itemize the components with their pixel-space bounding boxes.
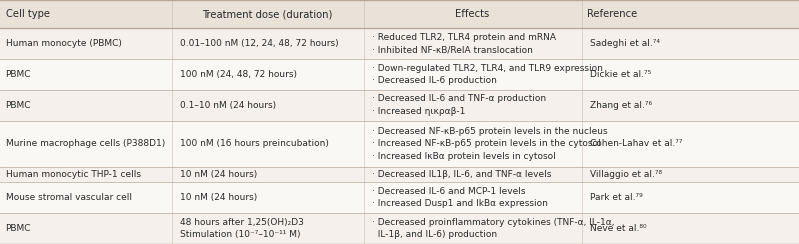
Text: Treatment dose (duration): Treatment dose (duration) [202,9,333,19]
Text: Neve et al.⁸⁰: Neve et al.⁸⁰ [590,224,646,233]
Bar [0,182,799,213]
Bar [0,59,799,90]
Text: · Down-regulated TLR2, TLR4, and TLR9 expression
· Decreased IL-6 production: · Down-regulated TLR2, TLR4, and TLR9 ex… [372,64,602,85]
Text: Reference: Reference [587,9,638,19]
Text: 48 hours after 1,25(OH)₂D3
Stimulation (10⁻⁷–10⁻¹¹ M): 48 hours after 1,25(OH)₂D3 Stimulation (… [180,218,304,239]
Bar [0,28,799,59]
Text: Park et al.⁷⁹: Park et al.⁷⁹ [590,193,642,202]
Text: Dickie et al.⁷⁵: Dickie et al.⁷⁵ [590,70,651,79]
Text: 0.1–10 nM (24 hours): 0.1–10 nM (24 hours) [180,101,276,110]
Bar [0,0,799,28]
Bar [0,213,799,244]
Text: Murine macrophage cells (P388D1): Murine macrophage cells (P388D1) [6,139,165,148]
Text: · Decreased IL-6 and MCP-1 levels
· Increased Dusp1 and IkBα expression: · Decreased IL-6 and MCP-1 levels · Incr… [372,187,547,208]
Text: 100 nM (16 hours preincubation): 100 nM (16 hours preincubation) [180,139,328,148]
Text: 10 nM (24 hours): 10 nM (24 hours) [180,170,257,179]
Text: Human monocyte (PBMC): Human monocyte (PBMC) [6,39,121,48]
Text: Sadeghi et al.⁷⁴: Sadeghi et al.⁷⁴ [590,39,660,48]
Text: 0.01–100 nM (12, 24, 48, 72 hours): 0.01–100 nM (12, 24, 48, 72 hours) [180,39,339,48]
Text: · Decreased IL1β, IL-6, and TNF-α levels: · Decreased IL1β, IL-6, and TNF-α levels [372,170,551,179]
Text: PBMC: PBMC [6,101,31,110]
Text: 100 nM (24, 48, 72 hours): 100 nM (24, 48, 72 hours) [180,70,296,79]
Text: PBMC: PBMC [6,70,31,79]
Text: Human monocytic THP-1 cells: Human monocytic THP-1 cells [6,170,141,179]
Text: Zhang et al.⁷⁶: Zhang et al.⁷⁶ [590,101,652,110]
Text: · Decreased IL-6 and TNF-α production
· Increased ηικραβ-1: · Decreased IL-6 and TNF-α production · … [372,94,546,116]
Text: · Decreased proinflammatory cytokines (TNF-α, IL-1α,
  IL-1β, and IL-6) producti: · Decreased proinflammatory cytokines (T… [372,218,614,239]
Text: Villaggio et al.⁷⁸: Villaggio et al.⁷⁸ [590,170,662,179]
Text: 10 nM (24 hours): 10 nM (24 hours) [180,193,257,202]
Bar [0,90,799,121]
Text: Cohen-Lahav et al.⁷⁷: Cohen-Lahav et al.⁷⁷ [590,139,682,148]
Text: · Reduced TLR2, TLR4 protein and mRNA
· Inhibited NF-κB/RelA translocation: · Reduced TLR2, TLR4 protein and mRNA · … [372,33,555,54]
Bar [0,121,799,167]
Text: PBMC: PBMC [6,224,31,233]
Text: Effects: Effects [455,9,490,19]
Text: · Decreased NF-κB-p65 protein levels in the nucleus
· Increased NF-κB-p65 protei: · Decreased NF-κB-p65 protein levels in … [372,127,607,161]
Text: Mouse stromal vascular cell: Mouse stromal vascular cell [6,193,132,202]
Bar [0,167,799,182]
Text: Cell type: Cell type [6,9,50,19]
